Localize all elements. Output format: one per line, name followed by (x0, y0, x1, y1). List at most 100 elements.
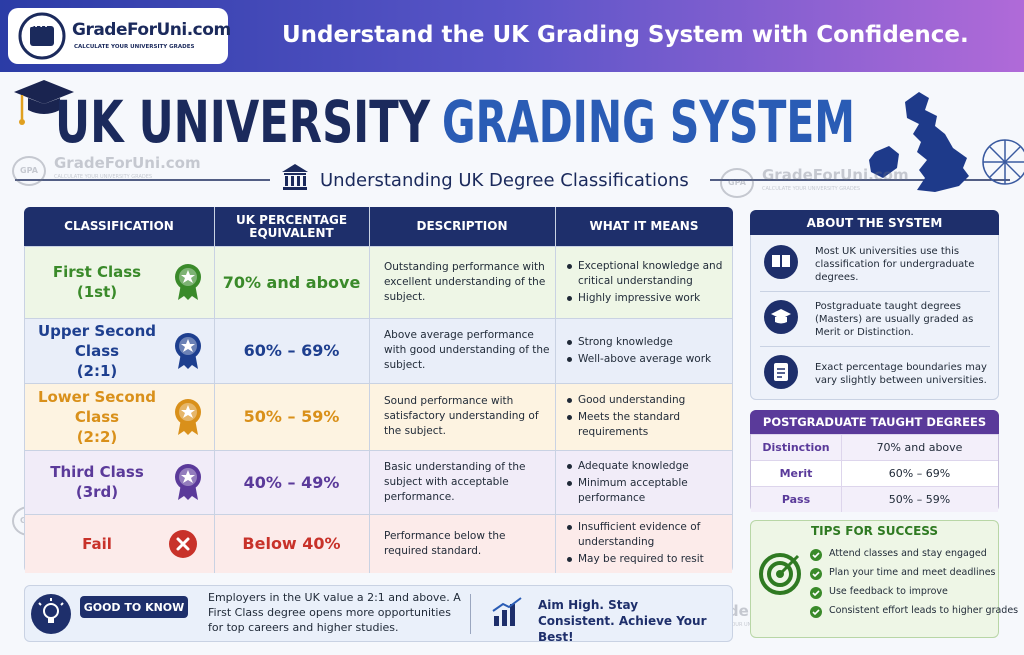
means-text: Strong knowledge (578, 335, 673, 348)
column-divider (841, 434, 842, 460)
watermark-tagline: CALCULATE YOUR UNIVERSITY GRADES (762, 186, 861, 192)
percentage: 70% and above (222, 272, 361, 292)
bullet (567, 295, 572, 301)
classification-short: (2:2) (76, 427, 118, 446)
postgrad-grade: Distinction (762, 440, 830, 454)
fail-icon (169, 529, 197, 558)
title-part2: GRADING SYSTEM (442, 88, 855, 156)
medal-icon (175, 264, 201, 300)
percentage: 60% – 69% (243, 341, 340, 360)
description: Above average performance with good unde… (384, 329, 550, 371)
means-list: Strong knowledge Well-above average work (566, 318, 728, 383)
means-list: Adequate knowledge Minimum acceptable per… (566, 450, 728, 514)
about-title: ABOUT THE SYSTEM (750, 210, 999, 235)
means-item: Good understanding (566, 393, 728, 408)
postgrad-range: 50% – 59% (888, 492, 951, 506)
postgrad-row (751, 486, 998, 512)
tip-text: Plan your time and meet deadlines (829, 567, 996, 578)
percentage: Below 40% (242, 534, 341, 553)
column-header: CLASSIFICATION (64, 219, 174, 233)
means-list: Insufficient evidence of understanding Ma… (566, 514, 728, 573)
check-icon (810, 606, 822, 618)
classification-short: (1st) (76, 283, 118, 301)
about-text: Exact percentage boundaries may vary sli… (815, 362, 987, 386)
tip-text: Consistent effort leads to higher grades (829, 605, 1019, 616)
column-divider (841, 460, 842, 486)
target-icon (759, 553, 801, 595)
medal-icon (175, 398, 201, 435)
column-divider (369, 450, 370, 514)
title-art: UK UNIVERSITY GRADING SYSTEM Understandi… (14, 80, 1024, 192)
column-divider (214, 514, 215, 573)
postgrad-row (751, 434, 998, 460)
about-icon (764, 245, 798, 279)
column-header: DESCRIPTION (416, 219, 508, 233)
tip-text: Use feedback to improve (829, 586, 948, 597)
percentage: 50% – 59% (243, 407, 340, 426)
medal-icon (175, 464, 201, 500)
about-icon (764, 355, 798, 389)
means-text: May be required to resit (578, 553, 704, 565)
column-divider (555, 450, 556, 514)
row-background (25, 383, 732, 450)
title-part1: UK UNIVERSITY (55, 88, 431, 156)
logo-brand: GradeForUni.com (72, 20, 231, 40)
row-background (25, 514, 732, 573)
watermark-badge: GPA (720, 168, 754, 198)
logo-emblem (18, 12, 66, 60)
bullet (567, 339, 572, 345)
about-text: Most UK universities use this classifica… (815, 245, 975, 283)
means-text: Meets the standard requirements (578, 411, 681, 438)
subtitle: Understanding UK Degree Classifications (320, 170, 689, 191)
classification-name: Lower Second Class (37, 387, 157, 426)
means-text: Insufficient evidence of understanding (578, 521, 701, 548)
watermark-tagline: CALCULATE YOUR UNIVERSITY GRADES (54, 174, 153, 180)
means-item: Well-above average work (566, 352, 728, 367)
bullet (567, 356, 572, 362)
bullet (567, 463, 572, 469)
watermark: GPA GradeForUni.com CALCULATE YOUR UNIVERS… (8, 150, 208, 190)
graduation-cap (14, 80, 74, 125)
column-divider (555, 246, 556, 318)
footer-label: GOOD TO KNOW (80, 596, 188, 618)
means-item: Strong knowledge (566, 335, 728, 350)
watermark-brand: GradeForUni.com (762, 166, 909, 184)
description: Sound performance with satisfactory unde… (384, 395, 539, 437)
postgrad-title: POSTGRADUATE TAUGHT DEGREES (750, 410, 999, 434)
means-text: Highly impressive work (578, 291, 701, 304)
column-header: UK PERCENTAGE EQUIVALENT (235, 212, 348, 240)
column-header: WHAT IT MEANS (589, 219, 699, 233)
column-divider (555, 318, 556, 383)
classification-short: (2:1) (76, 361, 118, 380)
column-divider (369, 246, 370, 318)
item-divider (760, 291, 990, 292)
means-text: Good understanding (578, 394, 686, 406)
classification-name: Upper Second Class (37, 321, 157, 360)
column-divider (369, 383, 370, 450)
means-text: Adequate knowledge (578, 459, 689, 472)
means-item: Exceptional knowledge and critical under… (566, 259, 728, 289)
about-text: Postgraduate taught degrees (Masters) ar… (815, 300, 974, 338)
postgrad-row (751, 460, 998, 486)
row-background (25, 318, 732, 383)
bullet (567, 398, 572, 403)
logo-badge: GPA (27, 20, 48, 30)
logo-tagline: CALCULATE YOUR UNIVERSITY GRADES (74, 44, 195, 50)
banner-headline: Understand the UK Grading System with Co… (282, 22, 969, 48)
bullet (567, 525, 572, 530)
watermark-badge: GPA (12, 156, 46, 186)
bullet (567, 415, 572, 420)
column-divider (214, 318, 215, 383)
classification-name: Third Class (50, 463, 144, 481)
building-icon (282, 164, 308, 190)
classification-short: (3rd) (75, 483, 119, 501)
means-item: May be required to resit (566, 552, 728, 567)
column-divider (214, 246, 215, 318)
about-icon (764, 300, 798, 334)
check-icon (810, 549, 822, 561)
column-divider (555, 383, 556, 450)
bullet (567, 557, 572, 562)
growth-icon (492, 597, 522, 626)
check-icon (810, 587, 822, 599)
